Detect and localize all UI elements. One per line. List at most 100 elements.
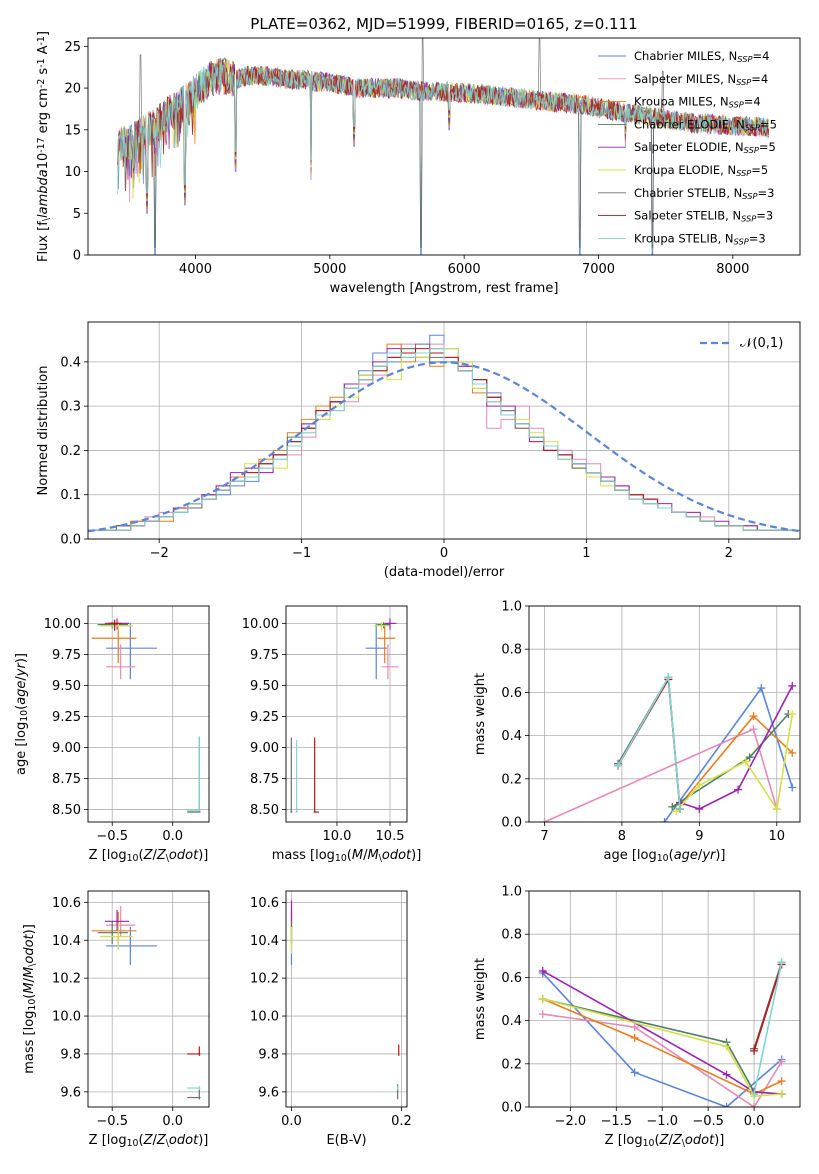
chart-weight_vs_age: 7 8 9 10 0.0 0.2 0.4 0.6 0.8 1.0 age [log10(age/yr… [473, 600, 801, 864]
y-tick-label: 0.1 [60, 488, 81, 503]
plot-area [290, 618, 399, 813]
y-axis-label: age [log10(age/yr)] [14, 653, 30, 775]
weight-marker [745, 753, 754, 762]
weight-marker [772, 805, 781, 814]
legend-entry: 𝒩(0,1) [740, 336, 783, 351]
errorbar-point [187, 737, 201, 813]
x-axis-label: age [log10(age/yr)] [603, 848, 725, 864]
y-tick-label: 0.0 [60, 533, 81, 548]
y-axis-label: mass weight [473, 673, 488, 755]
legend-entry: Kroupa ELODIE, NSSP=5 [634, 163, 768, 178]
weight-series [750, 960, 786, 1055]
y-tick-label: 10.2 [52, 972, 81, 987]
y-tick-label: 10.0 [250, 1010, 279, 1025]
errorbar-point [374, 622, 389, 631]
weight-marker [777, 958, 786, 967]
x-tick-label: 1 [582, 546, 590, 561]
weight-series [614, 673, 684, 814]
weight-line [679, 685, 794, 810]
y-tick-label: 0.4 [60, 355, 81, 370]
weight-marker [741, 757, 750, 766]
axes-frame [285, 605, 408, 823]
y-tick-label: 8.75 [52, 772, 81, 787]
y-tick-label: 8.50 [52, 803, 81, 818]
weight-marker [538, 995, 547, 1003]
weight-marker [722, 1042, 731, 1051]
plot-area [91, 618, 201, 813]
weight-marker [750, 1046, 759, 1055]
plot-area [290, 900, 400, 1100]
y-tick-label: 8.75 [250, 772, 279, 787]
y-tick-label: 0.6 [501, 971, 522, 986]
y-tick-label: 1.0 [501, 885, 522, 900]
x-axis-label: Z [log10(Z/Z\odot)] [605, 1133, 725, 1149]
weight-marker [750, 1103, 759, 1107]
errorbar-point [384, 618, 397, 630]
plot-area [91, 906, 201, 1100]
x-tick-label: 0.0 [162, 1114, 183, 1129]
weight-marker [749, 725, 758, 734]
y-tick-label: 10.2 [250, 972, 279, 987]
weight-line [617, 674, 681, 810]
x-tick-label: 9 [695, 829, 703, 844]
x-tick-label: −1.0 [646, 1114, 678, 1129]
errorbar-point [91, 911, 137, 945]
legend-entry: Kroupa MILES, NSSP=4 [634, 95, 761, 110]
chart-mass_vs_Z: −0.5 0.0 9.6 9.8 10.0 10.2 10.4 10.6 Z [log10(Z/… [22, 890, 210, 1149]
y-tick-label: 0.8 [501, 928, 522, 943]
y-tick-label: 10 [64, 165, 81, 180]
x-tick-label: 8000 [716, 262, 749, 277]
weight-series [660, 684, 797, 822]
y-tick-label: 9.75 [250, 648, 279, 663]
chart-age_vs_Z: −0.5 0.0 8.50 8.75 9.00 9.25 9.50 9.75 10.00 Z [l… [14, 605, 210, 864]
weight-series [675, 712, 797, 809]
legend-entry: Kroupa STELIB, NSSP=3 [634, 231, 766, 246]
weight-line [542, 998, 782, 1095]
errorbar-point [187, 736, 201, 812]
weight-marker [660, 818, 669, 822]
x-tick-label: 6000 [448, 262, 481, 277]
weight-marker [777, 1090, 786, 1099]
y-tick-label: 9.50 [52, 679, 81, 694]
y-tick-label: 9.6 [258, 1085, 279, 1100]
x-tick-label: 8 [618, 829, 626, 844]
y-tick-label: 9.50 [250, 679, 279, 694]
weight-marker [614, 761, 623, 770]
x-tick-label: 0 [440, 546, 448, 561]
y-tick-label: 0.2 [60, 444, 81, 459]
y-tick-label: 0.3 [60, 400, 81, 415]
legend-entry: Salpeter ELODIE, NSSP=5 [634, 140, 776, 155]
y-tick-label: 9.00 [250, 741, 279, 756]
weight-marker [540, 818, 549, 822]
legend-entry: Salpeter MILES, NSSP=4 [634, 72, 768, 87]
x-tick-label: −0.5 [96, 1114, 128, 1129]
x-tick-label: 2 [725, 546, 733, 561]
weight-marker [630, 1068, 639, 1077]
x-tick-label: −0.5 [96, 829, 128, 844]
y-tick-label: 10.0 [52, 1010, 81, 1025]
y-tick-label: 20 [64, 82, 81, 97]
errorbar-point [290, 737, 293, 813]
x-tick-label: 0.2 [391, 1114, 412, 1129]
x-tick-label: 10.0 [322, 829, 351, 844]
legend: Chabrier MILES, NSSP=4 Salpeter MILES, NS… [598, 49, 777, 246]
chart-weight_vs_Z: −2.0 −1.5 −1.0 −0.5 0.0 0.0 0.2 0.4 0.6 0.8 1.0 Z [… [473, 885, 801, 1149]
x-tick-label: 0.0 [744, 1114, 765, 1129]
y-tick-label: 10.00 [242, 617, 279, 632]
axes-frame [87, 890, 210, 1108]
errorbar-point [91, 623, 137, 664]
weight-series [538, 1010, 786, 1107]
x-tick-label: 4000 [179, 262, 212, 277]
weight-marker [722, 1103, 731, 1107]
y-tick-label: 25 [64, 40, 81, 55]
x-axis-label: Z [log10(Z/Z\odot)] [89, 1133, 209, 1149]
weight-marker [630, 1033, 639, 1042]
axes-frame [87, 321, 801, 540]
y-tick-label: 10.6 [52, 896, 81, 911]
chart-mass_vs_EBV: 0.0 0.2 9.6 9.8 10.0 10.2 10.4 10.6 E(B-V) [250, 890, 412, 1148]
errorbar-point [187, 1089, 201, 1100]
weight-marker [750, 1090, 759, 1099]
x-tick-label: −0.5 [692, 1114, 724, 1129]
weight-marker [695, 781, 704, 790]
